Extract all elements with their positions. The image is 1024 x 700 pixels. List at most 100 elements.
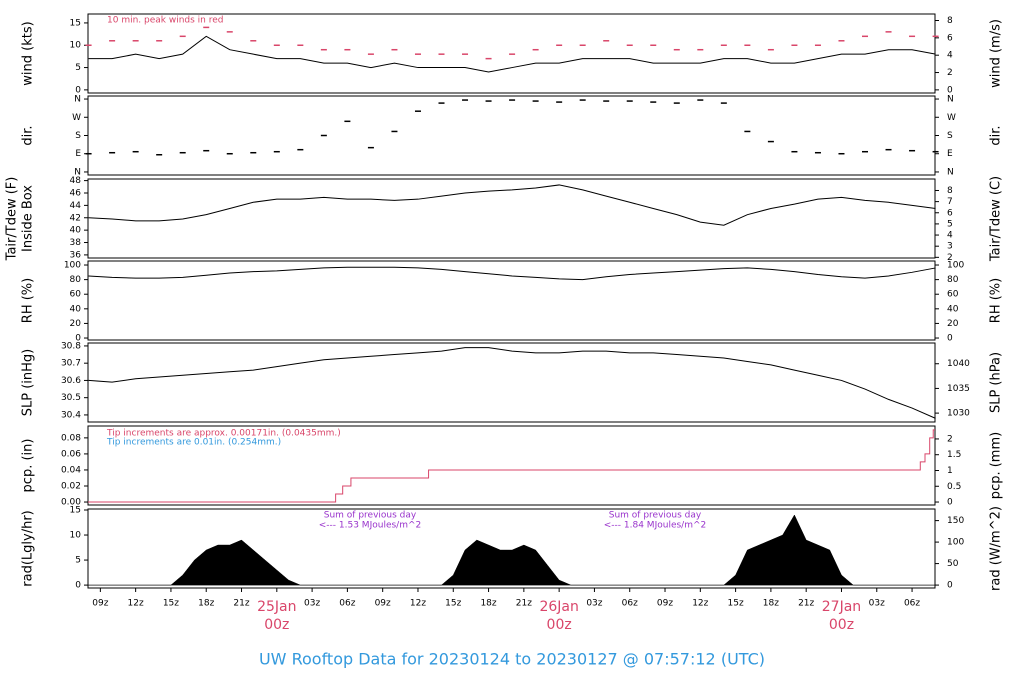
- y-tick-label: 0.02: [61, 481, 81, 491]
- y-axis-label: Tair/Tdew (F): [5, 177, 20, 262]
- y-tick-label: 30.6: [61, 376, 81, 386]
- chart-title: UW Rooftop Data for 20230124 to 20230127…: [259, 650, 765, 669]
- y-tick-label: 30.4: [61, 410, 81, 420]
- annotation: <--- 1.53 MJoules/m^2: [319, 521, 421, 531]
- x-tick-label: 09z: [375, 599, 391, 609]
- y2-tick-label: 1.5: [947, 450, 961, 460]
- x-day-label: 25Jan: [257, 599, 296, 615]
- y-tick-label: 30.5: [61, 393, 81, 403]
- y2-tick-label: 4: [947, 51, 953, 61]
- panel-frame: [87, 425, 936, 506]
- y2-tick-label: 2: [947, 68, 953, 78]
- y-tick-label: 15: [70, 18, 81, 28]
- y2-tick-label: 50: [947, 559, 959, 569]
- y2-axis-label: pcp. (mm): [989, 432, 1004, 499]
- x-tick-label: 12z: [128, 599, 144, 609]
- y-tick-label: 0.04: [61, 465, 81, 475]
- x-tick-label: 21z: [798, 599, 814, 609]
- y2-tick-label: 3: [947, 242, 953, 252]
- panel-frame: [87, 13, 936, 94]
- annotation: Sum of previous day: [609, 511, 702, 521]
- panel-frame: [87, 260, 936, 341]
- x-tick-label: 06z: [904, 599, 920, 609]
- y2-tick-label: 0: [947, 498, 953, 508]
- y2-tick-label: 7: [947, 197, 953, 207]
- y-tick-label: S: [75, 131, 81, 141]
- line: [88, 184, 936, 226]
- x-tick-label: 18z: [480, 599, 496, 609]
- y-tick-label: 30.7: [61, 359, 81, 369]
- y-tick-label: 100: [64, 261, 81, 271]
- y-tick-label: 20: [70, 319, 82, 329]
- y2-tick-label: 8: [947, 16, 953, 26]
- y-axis-label: pcp. (in): [21, 439, 36, 493]
- y-tick-label: 80: [70, 275, 82, 285]
- y-axis-label: wind (kts): [21, 21, 36, 85]
- y-tick-label: 36: [70, 250, 82, 260]
- y2-tick-label: 0: [947, 334, 953, 344]
- y-tick-label: 44: [70, 201, 82, 211]
- y-tick-label: 10: [70, 41, 82, 51]
- annotation: Tip increments are 0.01in. (0.254mm.): [106, 438, 281, 448]
- area: [88, 514, 935, 586]
- y-tick-label: 38: [70, 238, 82, 248]
- y-tick-label: 5: [75, 556, 81, 566]
- y2-tick-label: 4: [947, 231, 953, 241]
- x-tick-label: 15z: [163, 599, 179, 609]
- x-day-sublabel: 00z: [829, 617, 854, 633]
- y2-axis-label: RH (%): [989, 278, 1004, 323]
- y2-axis-label: Tair/Tdew (C): [989, 176, 1004, 262]
- x-day-label: 26Jan: [539, 599, 578, 615]
- x-tick-label: 09z: [657, 599, 673, 609]
- y2-tick-label: 1030: [947, 409, 970, 419]
- y-axis-label: dir.: [21, 125, 36, 145]
- x-tick-label: 12z: [692, 599, 708, 609]
- panel-frame: [87, 178, 936, 259]
- y-axis-label: RH (%): [21, 278, 36, 323]
- y2-tick-label: 5: [947, 219, 953, 229]
- y-tick-label: 5: [75, 63, 81, 73]
- y2-tick-label: 150: [947, 516, 964, 526]
- y2-tick-label: 6: [947, 208, 953, 218]
- x-tick-label: 03z: [304, 599, 320, 609]
- y2-tick-label: 100: [947, 538, 964, 548]
- y-tick-label: 0: [75, 85, 81, 95]
- y-tick-label: 30.8: [61, 341, 81, 351]
- y2-tick-label: 2: [947, 253, 953, 263]
- y-tick-label: N: [74, 167, 81, 177]
- y-tick-label: 0: [75, 334, 81, 344]
- y2-axis-label: wind (m/s): [989, 19, 1004, 88]
- x-tick-label: 06z: [339, 599, 355, 609]
- panel-frame: [87, 508, 936, 589]
- annotation: Tip increments are approx. 0.00171in. (0…: [106, 429, 341, 439]
- x-day-sublabel: 00z: [264, 617, 289, 633]
- x-day-sublabel: 00z: [547, 617, 572, 633]
- x-tick-label: 15z: [728, 599, 744, 609]
- annotation: 10 min. peak winds in red: [107, 16, 224, 26]
- y2-tick-label: 100: [947, 261, 964, 271]
- y2-tick-label: 1: [947, 466, 953, 476]
- y2-tick-label: N: [947, 95, 954, 105]
- y-axis-label: rad(Lgly/hr): [21, 510, 36, 586]
- x-tick-label: 21z: [233, 599, 249, 609]
- line: [88, 347, 936, 419]
- y2-axis-label: rad (W/m^2): [989, 506, 1004, 591]
- y-tick-label: E: [75, 149, 81, 159]
- y2-tick-label: 0: [947, 85, 953, 95]
- y-tick-label: 0.08: [61, 433, 81, 443]
- y2-tick-label: E: [947, 149, 953, 159]
- x-tick-label: 15z: [445, 599, 461, 609]
- y2-tick-label: N: [947, 167, 954, 177]
- y-tick-label: 46: [70, 188, 82, 198]
- x-tick-label: 03z: [869, 599, 885, 609]
- y2-tick-label: 8: [947, 186, 953, 196]
- y2-tick-label: 1040: [947, 359, 970, 369]
- y-tick-label: 42: [70, 213, 81, 223]
- y-tick-label: 40: [70, 304, 82, 314]
- y-tick-label: 0: [75, 581, 81, 591]
- y2-axis-label: SLP (hPa): [989, 352, 1004, 413]
- x-tick-label: 12z: [410, 599, 426, 609]
- x-tick-label: 09z: [92, 599, 108, 609]
- x-tick-label: 03z: [586, 599, 602, 609]
- y-tick-label: N: [74, 95, 81, 105]
